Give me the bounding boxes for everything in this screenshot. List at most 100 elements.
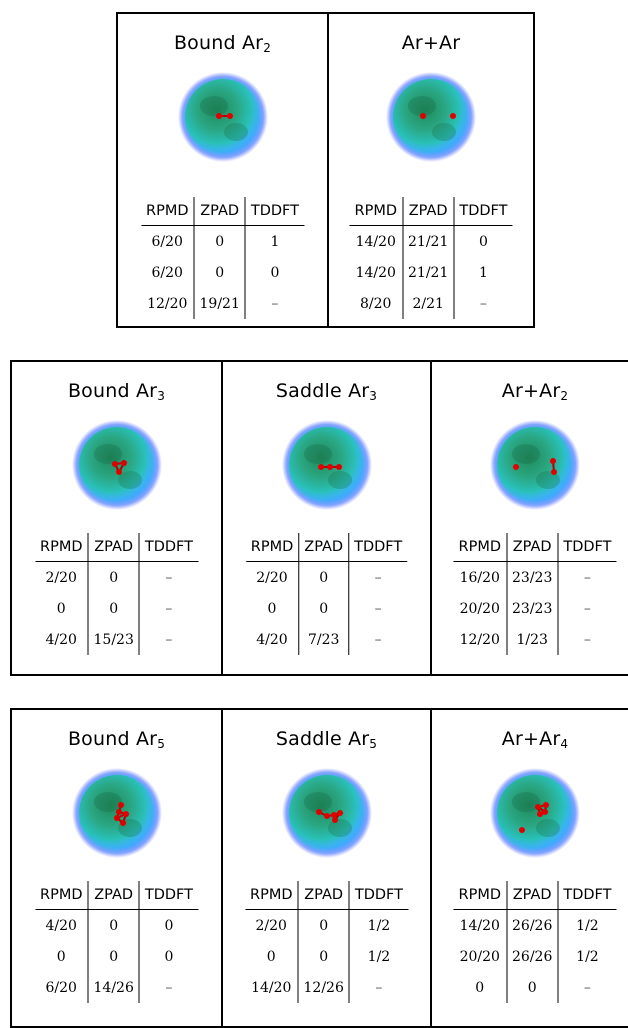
argon-atom <box>513 464 519 470</box>
table-header-row: RPMD ZPAD TDDFT <box>245 533 408 562</box>
molecule-sphere-image <box>281 420 372 510</box>
table-cell: 8/20 <box>360 296 392 312</box>
table-cell: – <box>348 624 408 655</box>
results-table: RPMD ZPAD TDDFT 2/20 0–0 0–4/20 15/23– <box>35 533 198 655</box>
table-cell: 14/26 <box>87 972 140 1003</box>
table-cell: 21/21 <box>401 257 454 288</box>
table-row: 16/20 23/23– <box>454 561 617 593</box>
column-header: TDDFT <box>557 533 617 562</box>
table-cell: 26/26 <box>505 941 558 972</box>
table-cell: 6/20 <box>151 265 183 281</box>
panel-bound-ar2: Bound Ar2 RPMD ZPAD TDDFT 6/20 0 1 6/20 0 0 12/20… <box>118 14 327 326</box>
table-row: 20/20 26/26 1/2 <box>454 941 617 972</box>
table-cell: 0 <box>87 909 140 941</box>
table-cell: 0 <box>475 980 485 996</box>
table-row: 4/20 0 0 <box>35 909 198 941</box>
argon-atom <box>111 461 118 467</box>
panel-ar-plus-ar: Ar+Ar RPMD ZPAD TDDFT 14/20 21/21 0 14/20 21/21… <box>327 14 533 326</box>
table-header-row: RPMD ZPAD TDDFT <box>35 533 198 562</box>
table-cell: 0 <box>505 972 558 1003</box>
table-cell: 1/2 <box>348 909 408 941</box>
column-header: RPMD <box>349 197 403 226</box>
table-cell: 19/21 <box>193 288 246 319</box>
column-header: TDDFT <box>244 197 304 226</box>
table-cell: – <box>557 972 617 1003</box>
column-header: RPMD <box>245 533 299 562</box>
table-cell: – <box>557 561 617 593</box>
panel-ar-plus-ar4: Ar+Ar4 RPMD ZPAD TDDFT 14/20 26/26 1/2 20/20 26… <box>430 710 628 1026</box>
table-cell: 0 <box>87 941 140 972</box>
panel-ar-plus-ar2: Ar+Ar2 RPMD ZPAD TDDFT 16/20 23/23–20/20 23/2… <box>430 362 628 674</box>
table-row: 4/20 7/23– <box>246 624 408 655</box>
argon-atom <box>535 804 541 810</box>
results-table: RPMD ZPAD TDDFT 6/20 0 1 6/20 0 0 12/20 19/21– <box>141 197 304 319</box>
table-cell: 2/21 <box>401 288 454 319</box>
table-cell: 12/26 <box>297 972 350 1003</box>
panel-saddle-ar3: Saddle Ar3 RPMD ZPAD TDDFT 2/20 0–0 0–4/20 7/2… <box>221 362 430 674</box>
sphere-icon <box>281 768 372 858</box>
table-cell: – <box>557 593 617 624</box>
molecule-sphere-image <box>490 420 580 510</box>
table-cell: 12/20 <box>459 632 500 648</box>
column-header: ZPAD <box>297 881 350 910</box>
column-header: RPMD <box>453 881 507 910</box>
results-table: RPMD ZPAD TDDFT 14/20 21/21 0 14/20 21/21 1 8/20 2… <box>349 197 513 319</box>
results-table: RPMD ZPAD TDDFT 2/20 0 1/2 0 0 1/2 14/20 12/26– <box>245 881 408 1003</box>
table-row: 14/20 26/26 1/2 <box>454 909 617 941</box>
table-cell: 4/20 <box>256 632 288 648</box>
table-cell: 0 <box>87 593 140 624</box>
argon-atom <box>323 813 330 819</box>
argon-atom <box>330 812 337 818</box>
table-cell: 0 <box>138 941 198 972</box>
group-ar5: Bound Ar5 RPMD ZPAD TDDFT 4/20 0 0 0 0 0 6/20 14/2… <box>10 708 628 1028</box>
table-cell: – <box>138 972 198 1003</box>
table-cell: 4/20 <box>45 632 77 648</box>
panel-saddle-ar5: Saddle Ar5 RPMD ZPAD TDDFT 2/20 0 1/2 0 0 1/2 14/… <box>221 710 430 1026</box>
table-cell: 15/23 <box>87 624 140 655</box>
table-cell: – <box>348 593 408 624</box>
table-cell: – <box>453 288 513 319</box>
table-header-row: RPMD ZPAD TDDFT <box>141 197 304 226</box>
table-cell: 6/20 <box>151 234 183 250</box>
table-row: 14/20 21/21 1 <box>350 257 513 288</box>
table-header-row: RPMD ZPAD TDDFT <box>35 881 198 910</box>
sphere-icon <box>490 420 580 510</box>
column-header: RPMD <box>35 881 88 910</box>
argon-atom <box>317 464 324 470</box>
panel-title: Ar+Ar2 <box>501 380 569 403</box>
sphere-icon <box>71 420 162 510</box>
argon-atom <box>115 469 122 475</box>
table-row: 2/20 0 1/2 <box>245 909 408 941</box>
table-cell: – <box>348 972 408 1003</box>
table-cell: 0 <box>193 225 246 257</box>
table-row: 2/20 0– <box>35 561 198 593</box>
argon-atom <box>115 809 122 815</box>
table-cell: 0 <box>298 593 349 624</box>
table-row: 0 0– <box>246 593 408 624</box>
table-cell: 1 <box>244 225 304 257</box>
table-cell: 2/20 <box>45 570 77 586</box>
table-row: 4/20 15/23– <box>35 624 198 655</box>
argon-atom <box>122 811 129 817</box>
argon-atom <box>113 815 120 821</box>
argon-atom <box>119 820 126 826</box>
argon-atom <box>420 113 426 119</box>
column-header: ZPAD <box>401 197 454 226</box>
table-row: 0 0– <box>35 593 198 624</box>
sphere-icon <box>490 768 580 858</box>
table-row: 14/20 21/21 0 <box>350 225 513 257</box>
table-cell: 0 <box>453 225 513 257</box>
table-cell: 16/20 <box>459 570 500 586</box>
column-header: TDDFT <box>348 881 408 910</box>
argon-atom <box>543 802 549 808</box>
table-row: 0 0– <box>454 972 617 1003</box>
table-cell: 20/20 <box>459 601 500 617</box>
table-cell: 20/20 <box>459 949 500 965</box>
table-cell: 0 <box>267 601 277 617</box>
table-cell: 23/23 <box>505 593 558 624</box>
table-cell: 0 <box>244 257 304 288</box>
column-header: TDDFT <box>138 881 198 910</box>
table-row: 12/20 19/21– <box>141 288 304 319</box>
argon-atom <box>315 809 322 815</box>
table-cell: 0 <box>56 601 66 617</box>
